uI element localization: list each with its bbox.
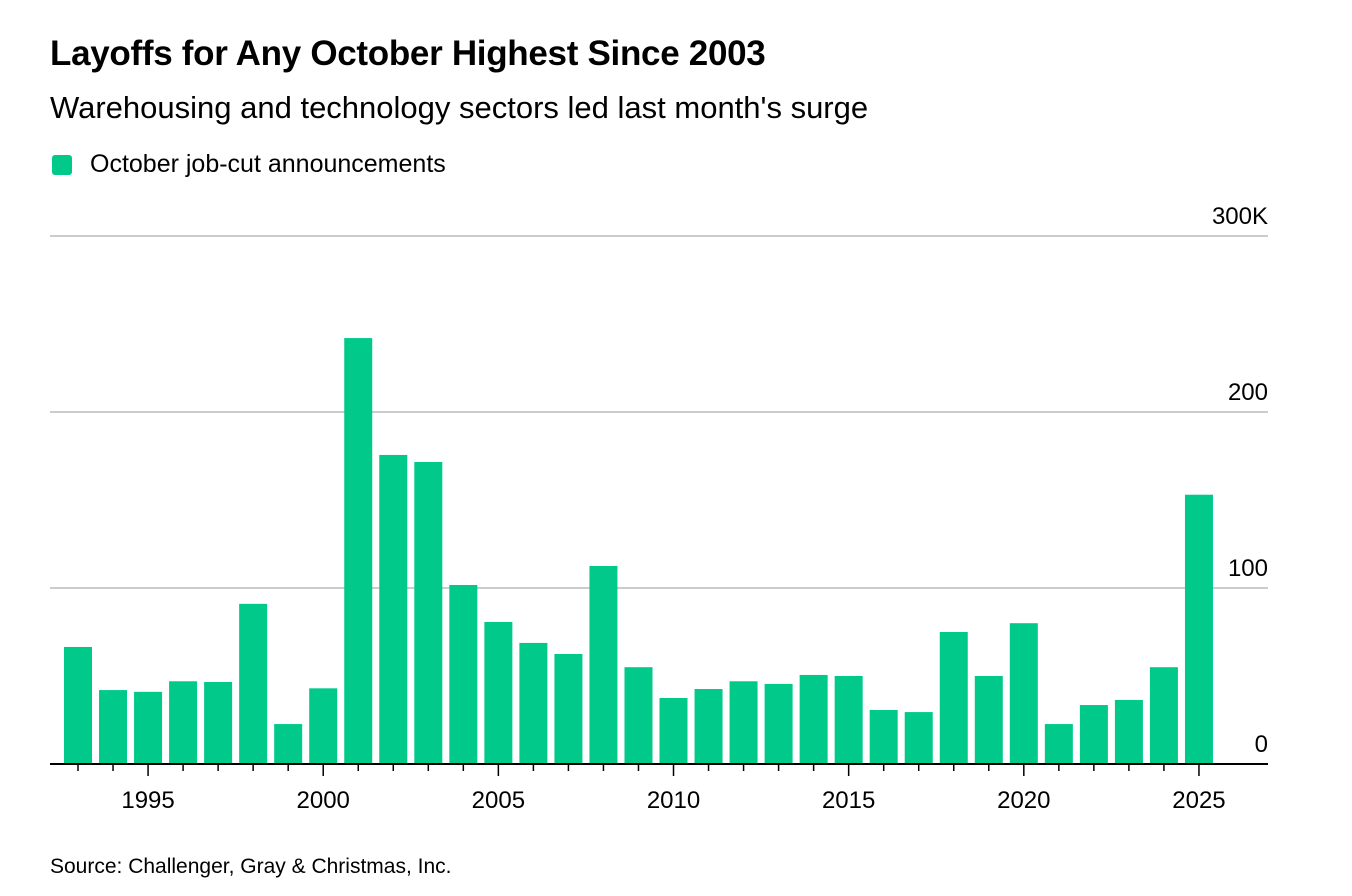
- legend-label: October job-cut announcements: [90, 150, 446, 178]
- x-tick-label: 2000: [297, 787, 350, 814]
- bar-2004: [449, 585, 478, 764]
- bar-2012: [729, 681, 758, 764]
- bar-2011: [694, 689, 723, 764]
- bar-2022: [1079, 705, 1108, 764]
- x-tick-label: 2005: [472, 787, 525, 814]
- x-tick-label: 2015: [822, 787, 875, 814]
- bar-2013: [764, 683, 793, 764]
- bar-2019: [974, 676, 1003, 764]
- source-note: Source: Challenger, Gray & Christmas, In…: [50, 855, 452, 878]
- bar-2003: [414, 461, 443, 764]
- bar-2000: [309, 688, 338, 764]
- bar-2017: [904, 712, 933, 764]
- bar-2021: [1044, 724, 1073, 764]
- bar-1995: [134, 691, 163, 764]
- chart-title: Layoffs for Any October Highest Since 20…: [50, 34, 766, 73]
- bar-1997: [204, 681, 233, 764]
- bar-2020: [1009, 623, 1038, 764]
- bar-2023: [1114, 699, 1143, 764]
- chart-subtitle: Warehousing and technology sectors led l…: [50, 90, 869, 125]
- bar-2024: [1149, 667, 1178, 764]
- x-tick-label: 2010: [647, 787, 700, 814]
- bar-2018: [939, 632, 968, 764]
- legend-swatch: [52, 154, 72, 175]
- x-tick-label: 1995: [121, 787, 174, 814]
- y-tick-label: 0: [1255, 731, 1268, 758]
- x-tick-label: 2020: [997, 787, 1050, 814]
- bar-2016: [869, 709, 898, 764]
- bar-2005: [484, 621, 513, 764]
- y-tick-label: 200: [1228, 379, 1268, 406]
- y-tick-label: 100: [1228, 555, 1268, 582]
- bar-2014: [799, 674, 828, 764]
- bar-1998: [239, 603, 268, 764]
- bar-2001: [344, 338, 373, 764]
- bar-2010: [659, 698, 688, 764]
- bar-2002: [379, 454, 408, 764]
- bar-1994: [99, 690, 128, 764]
- bar-2025: [1184, 494, 1213, 764]
- bar-1999: [274, 724, 303, 764]
- bar-2015: [834, 676, 863, 764]
- bar-1993: [64, 646, 92, 764]
- y-tick-label: 300K: [1212, 203, 1268, 230]
- bar-1996: [169, 681, 198, 764]
- bar-2007: [554, 654, 583, 764]
- bar-2008: [589, 566, 618, 764]
- legend: October job-cut announcements: [52, 150, 446, 179]
- bar-2006: [519, 642, 548, 764]
- x-tick-label: 2025: [1172, 787, 1225, 814]
- bar-2009: [624, 667, 653, 764]
